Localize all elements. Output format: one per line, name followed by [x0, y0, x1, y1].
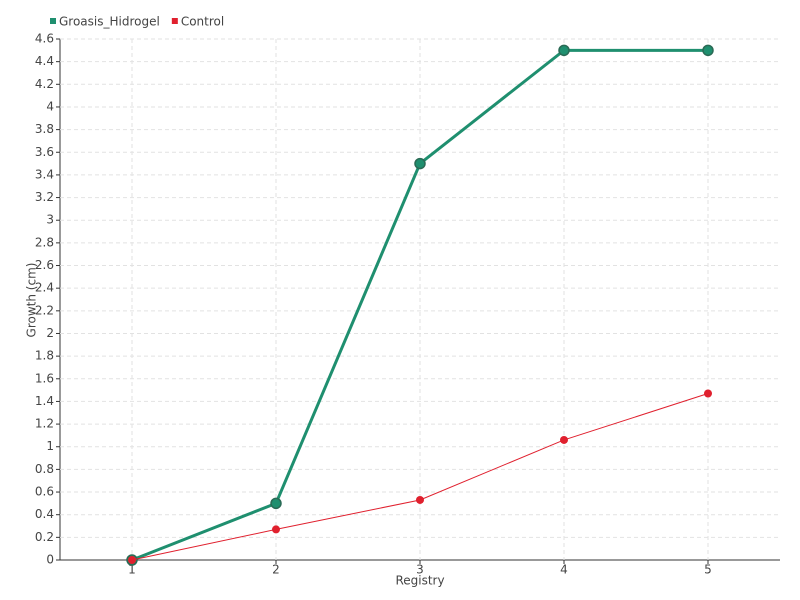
y-tick-label: 3.4 [35, 167, 54, 181]
y-tick-label: 2.6 [35, 258, 54, 272]
y-tick-label: 4.2 [35, 77, 54, 91]
x-tick-label: 4 [560, 563, 568, 577]
x-tick-label: 5 [704, 563, 712, 577]
y-tick-label: 0.8 [35, 462, 54, 476]
legend-swatch [50, 18, 56, 24]
x-tick-label: 2 [272, 563, 280, 577]
y-tick-label: 3.2 [35, 190, 54, 204]
y-tick-label: 0.6 [35, 485, 54, 499]
legend-label: Control [181, 15, 224, 29]
data-point [702, 44, 714, 57]
data-point [414, 157, 426, 170]
data-point [560, 435, 568, 444]
data-point [558, 44, 570, 57]
y-tick-label: 2.2 [35, 303, 54, 317]
y-tick-label: 0.4 [35, 507, 54, 521]
legend-swatch [171, 18, 178, 24]
data-point [704, 389, 712, 398]
y-tick-label: 4 [46, 99, 54, 113]
y-tick-label: 0 [46, 553, 54, 567]
y-tick-label: 4.6 [35, 32, 54, 46]
y-tick-label: 0.2 [35, 530, 54, 544]
data-point [416, 495, 424, 504]
y-tick-label: 1.8 [35, 349, 54, 363]
y-tick-label: 1 [46, 439, 54, 453]
y-tick-label: 1.2 [35, 417, 54, 431]
y-tick-label: 1.6 [35, 371, 54, 385]
legend-label: Groasis_Hidrogel [59, 15, 160, 29]
y-tick-label: 4.4 [35, 54, 54, 68]
x-axis-label: Registry [395, 574, 444, 588]
y-tick-label: 2 [46, 326, 54, 340]
y-tick-label: 2.8 [35, 235, 54, 249]
x-tick-label: 3 [416, 563, 424, 577]
y-tick-label: 3.8 [35, 122, 54, 136]
y-tick-label: 3.6 [35, 145, 54, 159]
data-point [272, 525, 280, 534]
y-tick-label: 3 [46, 213, 54, 227]
y-tick-label: 1.4 [35, 394, 54, 408]
y-axis-label: Growth (cm) [25, 263, 39, 338]
x-tick-label: 1 [128, 563, 136, 577]
y-tick-label: 2.4 [35, 281, 54, 295]
data-point [128, 556, 136, 564]
data-point [270, 497, 282, 510]
